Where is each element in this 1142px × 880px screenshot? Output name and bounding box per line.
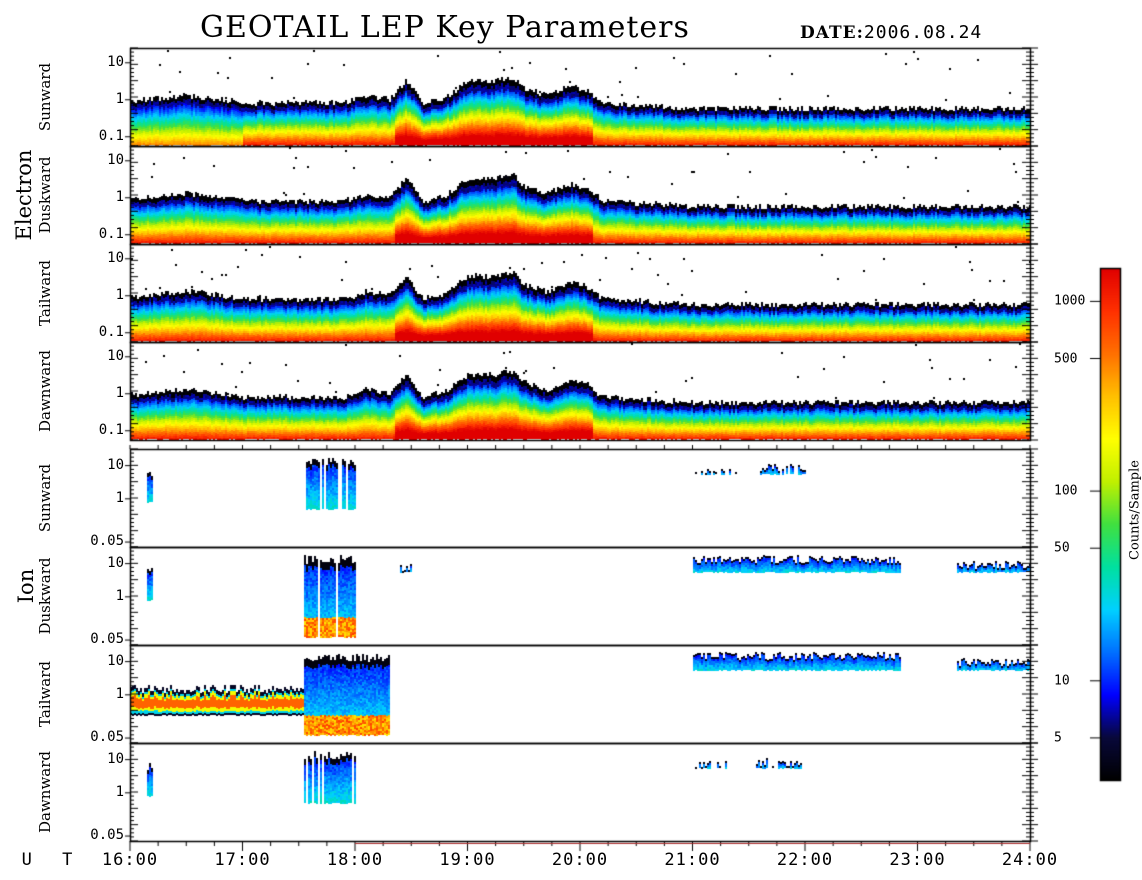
date-readout: DATE:2006.08.24	[800, 22, 982, 43]
y-tick-label: 10	[107, 347, 124, 364]
y-tick-label: 10	[107, 53, 124, 70]
y-tick-label: 0.1	[98, 323, 124, 340]
y-tick-label: 1	[115, 90, 124, 107]
y-tick-label: 0.1	[98, 421, 124, 438]
panel-label-ion-sunward: Sunward	[36, 463, 54, 533]
colorbar-tick-label: 5	[1054, 730, 1062, 746]
y-tick-label: 10	[107, 750, 124, 767]
x-tick-label: 18:00	[326, 850, 384, 870]
colorbar-title: Counts/Sample	[1127, 460, 1142, 560]
panel-label-ion-duskward: Duskward	[36, 557, 54, 635]
chart-title: GEOTAIL LEP Key Parameters	[200, 10, 690, 45]
x-tick-label: 21:00	[664, 850, 721, 870]
colorbar-tick-label: 500	[1054, 351, 1078, 366]
x-tick-label: 22:00	[776, 850, 834, 870]
y-tick-label: 1	[115, 188, 124, 205]
x-tick-label: 24:00	[1001, 850, 1059, 870]
y-tick-label: 10	[107, 652, 124, 669]
colorbar-tick-label: 10	[1054, 673, 1070, 689]
panel-label-ion-tailward: Tailward	[36, 661, 54, 727]
y-tick-label: 1	[115, 489, 124, 506]
y-tick-label: 0.05	[90, 827, 124, 844]
species-label-ion: Ion	[14, 568, 38, 604]
date-label: DATE:	[800, 23, 864, 43]
colorbar-tick-label: 50	[1054, 540, 1070, 556]
y-tick-label: 10	[107, 249, 124, 266]
x-tick-label: 16:00	[101, 850, 159, 870]
x-tick-label: 19:00	[439, 850, 496, 870]
panel-label-electron-tailward: Tailward	[36, 260, 54, 326]
colorbar-tick-label: 1000	[1054, 293, 1086, 309]
y-tick-label: 1	[115, 783, 124, 800]
x-tick-label: 20:00	[551, 850, 609, 870]
y-tick-label: 1	[115, 685, 124, 702]
y-tick-label: 1	[115, 587, 124, 604]
colorbar-tick-label: 100	[1054, 483, 1078, 499]
panel-label-ion-dawnward: Dawnward	[36, 750, 54, 834]
y-tick-label: 1	[115, 286, 124, 303]
panel-label-electron-dawnward: Dawnward	[36, 349, 54, 433]
panel-label-electron-sunward: Sunward	[36, 62, 54, 132]
y-tick-label: 10	[107, 151, 124, 168]
y-tick-label: 10	[107, 554, 124, 571]
y-tick-label: 0.1	[98, 127, 124, 144]
x-tick-label: 23:00	[889, 850, 946, 870]
y-tick-label: 0.1	[98, 225, 124, 242]
y-tick-label: 0.05	[90, 729, 124, 746]
y-tick-label: 0.05	[90, 631, 124, 648]
y-tick-label: 0.05	[90, 533, 124, 550]
date-value: 2006.08.24	[863, 22, 983, 43]
species-label-electron: Electron	[12, 149, 36, 241]
y-tick-label: 10	[107, 456, 124, 473]
panel-label-electron-duskward: Duskward	[36, 156, 54, 234]
x-tick-label: 17:00	[214, 850, 271, 870]
x-axis-label: U T	[21, 850, 83, 870]
y-tick-label: 1	[115, 384, 124, 401]
